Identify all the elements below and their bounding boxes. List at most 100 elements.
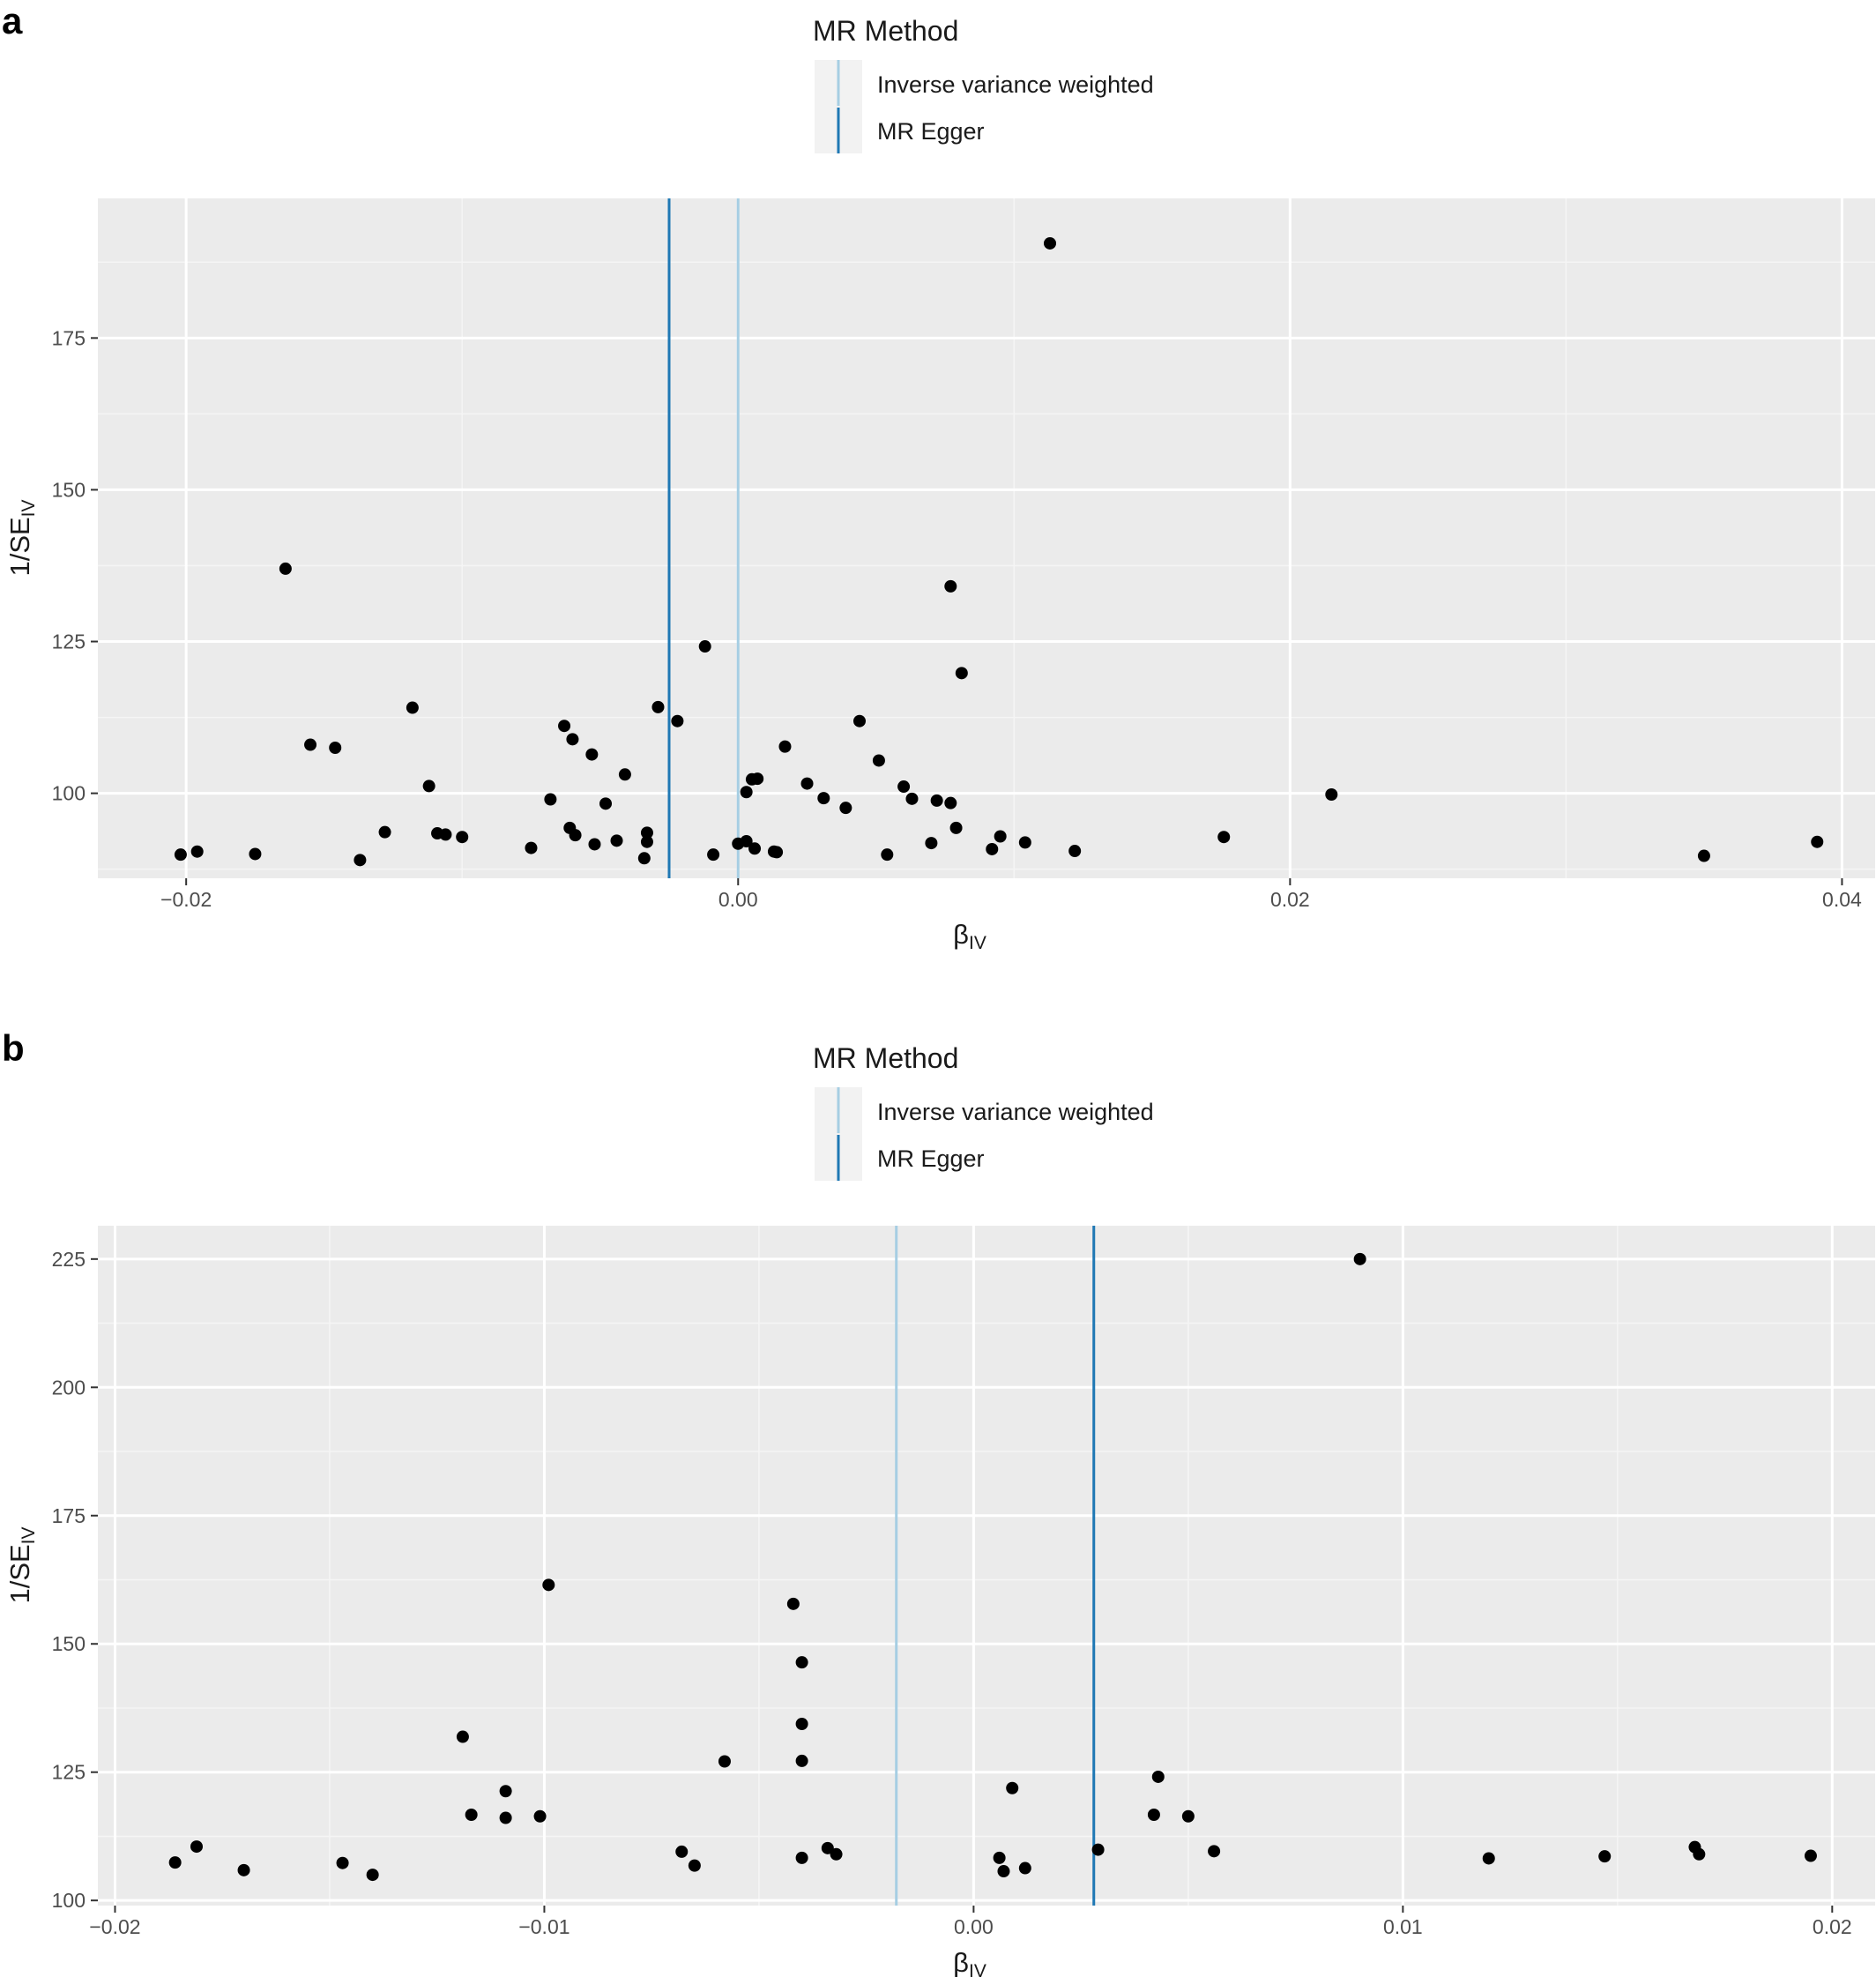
- data-point: [740, 786, 753, 799]
- x-tick-label: 0.00: [718, 888, 758, 911]
- panel-b-x-axis-title: βIV: [953, 1947, 986, 1977]
- data-point: [1068, 845, 1082, 858]
- data-point: [1018, 836, 1031, 849]
- panel-a-label: a: [2, 0, 23, 41]
- data-point: [993, 1851, 1006, 1864]
- data-point: [1217, 831, 1231, 844]
- y-tick-label: 100: [52, 1889, 86, 1912]
- data-point: [944, 796, 957, 809]
- data-point: [558, 720, 571, 733]
- data-point: [585, 748, 599, 761]
- data-point: [533, 1809, 547, 1823]
- y-tick-label: 175: [52, 1504, 86, 1527]
- data-point: [839, 802, 852, 815]
- y-tick-label: 125: [52, 1761, 86, 1784]
- panel-a-method-lines: [667, 198, 740, 878]
- data-point: [778, 740, 792, 753]
- data-point: [456, 831, 469, 844]
- data-point: [930, 794, 943, 807]
- data-point: [366, 1869, 379, 1882]
- data-point: [190, 845, 204, 858]
- data-point: [1208, 1845, 1221, 1858]
- data-point: [610, 834, 623, 847]
- panel-b-y-axis-title: 1/SEIV: [4, 1526, 39, 1603]
- data-point: [897, 780, 911, 794]
- data-point: [1006, 1781, 1019, 1794]
- x-tick-label: −0.02: [160, 888, 212, 911]
- panel-b-legend: MR Method Inverse variance weighted MR E…: [813, 1042, 1154, 1181]
- data-point: [1804, 1849, 1817, 1862]
- panel-b-plot-background: [98, 1226, 1875, 1906]
- data-point: [1147, 1809, 1160, 1822]
- data-point: [817, 792, 830, 805]
- panel-b-ticks: −0.02 −0.01 0.00 0.01 0.02 100 125 150 175 200 225: [52, 1248, 1852, 1938]
- data-point: [465, 1809, 478, 1822]
- data-point: [542, 1578, 555, 1592]
- panel-a-y-axis-title: 1/SEIV: [4, 499, 39, 576]
- data-point: [599, 797, 612, 810]
- panel-b-legend-title: MR Method: [813, 1042, 958, 1074]
- data-point: [795, 1656, 808, 1669]
- data-point: [821, 1841, 834, 1854]
- data-point: [651, 700, 665, 713]
- x-tick-label: 0.02: [1813, 1915, 1852, 1938]
- data-point: [1697, 849, 1710, 862]
- data-point: [881, 848, 894, 862]
- data-point: [853, 714, 866, 727]
- panel-b-legend-label-ivw: Inverse variance weighted: [877, 1099, 1154, 1125]
- data-point: [748, 842, 762, 855]
- data-point: [1482, 1852, 1495, 1865]
- data-point: [640, 835, 653, 848]
- panel-a-legend-label-ivw: Inverse variance weighted: [877, 71, 1154, 98]
- data-point: [986, 842, 999, 855]
- data-point: [944, 579, 957, 593]
- panel-a-plot-background: [98, 198, 1875, 878]
- panel-b-legend-label-egger: MR Egger: [877, 1145, 985, 1172]
- data-point: [1151, 1770, 1165, 1783]
- panel-a-ticks: −0.02 0.00 0.02 0.04 100 125 150 175: [52, 326, 1862, 911]
- data-point: [1693, 1847, 1706, 1861]
- data-point: [190, 1840, 203, 1854]
- data-point: [336, 1856, 349, 1869]
- data-point: [1811, 835, 1824, 848]
- panel-a-legend: MR Method Inverse variance weighted MR E…: [813, 15, 1154, 153]
- data-point: [905, 792, 919, 805]
- y-tick-label: 100: [52, 782, 86, 805]
- y-tick-label: 150: [52, 478, 86, 501]
- data-point: [168, 1856, 182, 1869]
- data-point: [1044, 236, 1056, 250]
- data-point: [588, 838, 601, 851]
- x-tick-label: −0.02: [89, 1915, 140, 1938]
- data-point: [637, 852, 651, 865]
- data-point: [544, 793, 557, 806]
- data-point: [1325, 788, 1338, 802]
- data-point: [499, 1811, 512, 1824]
- data-point: [994, 830, 1007, 843]
- data-point: [525, 841, 538, 854]
- x-tick-label: 0.00: [954, 1915, 994, 1938]
- data-point: [499, 1785, 512, 1798]
- data-point: [569, 829, 582, 842]
- data-point: [671, 714, 684, 727]
- x-tick-label: −0.01: [518, 1915, 570, 1938]
- data-point: [770, 846, 784, 859]
- data-point: [422, 780, 436, 793]
- data-point: [872, 754, 885, 767]
- data-point: [786, 1597, 800, 1610]
- y-tick-label: 175: [52, 326, 86, 349]
- data-point: [698, 640, 711, 653]
- data-point: [406, 701, 419, 714]
- data-point: [1598, 1850, 1612, 1863]
- data-point: [279, 562, 292, 575]
- data-point: [174, 848, 187, 862]
- panel-b-points: [168, 1252, 1817, 1882]
- data-point: [800, 777, 814, 790]
- data-point: [354, 854, 367, 867]
- data-point: [795, 1718, 808, 1731]
- data-point: [456, 1730, 469, 1743]
- data-point: [1091, 1843, 1105, 1856]
- data-point: [795, 1754, 808, 1767]
- data-point: [949, 821, 963, 834]
- y-tick-label: 225: [52, 1248, 86, 1271]
